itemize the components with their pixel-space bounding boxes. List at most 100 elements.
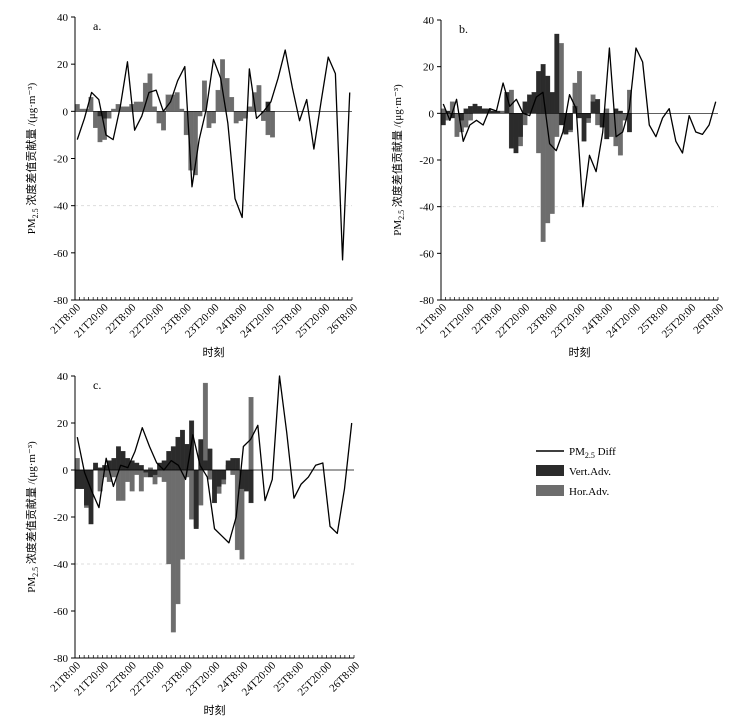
bar bbox=[577, 113, 582, 119]
y-tick-label: -20 bbox=[419, 155, 434, 167]
panel-label: b. bbox=[459, 22, 468, 36]
y-axis-title-sub: 2.5 bbox=[31, 567, 40, 577]
bar bbox=[508, 89, 514, 114]
bar bbox=[248, 396, 254, 471]
bar bbox=[463, 113, 469, 128]
x-tick-label: 26T8:00 bbox=[327, 659, 362, 694]
bar bbox=[248, 469, 254, 504]
y-axis-title: PM2.5 浓度差值贡献量 /(μg·m⁻³) bbox=[390, 84, 406, 236]
bar bbox=[554, 33, 560, 114]
bar bbox=[156, 111, 162, 124]
bar bbox=[472, 103, 478, 114]
bar bbox=[143, 469, 149, 473]
x-tick-label: 26T8:00 bbox=[691, 301, 726, 336]
bar bbox=[74, 469, 80, 489]
bar bbox=[568, 113, 573, 130]
chart-panel-c: -80-60-40-200204021T8:0021T20:0022T8:002… bbox=[24, 371, 362, 717]
y-tick-label: -60 bbox=[419, 248, 434, 260]
y-tick-label: -60 bbox=[53, 248, 68, 260]
bar bbox=[170, 446, 176, 471]
bar bbox=[454, 113, 460, 137]
bar bbox=[161, 469, 167, 482]
bar bbox=[225, 460, 231, 471]
bar bbox=[549, 113, 555, 214]
bar bbox=[129, 469, 135, 492]
bar bbox=[97, 467, 103, 471]
bar bbox=[604, 113, 610, 140]
bar bbox=[581, 113, 587, 142]
y-tick-label: 40 bbox=[423, 15, 435, 27]
y-tick-label: 0 bbox=[63, 465, 69, 477]
bar bbox=[125, 469, 131, 482]
legend-label: Vert.Adv. bbox=[569, 466, 611, 478]
bar bbox=[508, 113, 514, 149]
x-axis-title: 时刻 bbox=[203, 345, 225, 359]
x-axis-title: 时刻 bbox=[569, 345, 591, 359]
bar bbox=[595, 99, 601, 114]
bar bbox=[193, 469, 199, 529]
y-axis-title-rest: 浓度差值贡献量 /(μg·m⁻³) bbox=[24, 441, 38, 567]
bar bbox=[170, 469, 176, 633]
bar bbox=[230, 469, 236, 475]
legend-label-base: PM bbox=[569, 446, 585, 458]
bar bbox=[180, 429, 185, 471]
bar bbox=[481, 108, 487, 114]
bar bbox=[120, 469, 126, 501]
y-tick-label: 0 bbox=[63, 106, 69, 118]
bar bbox=[536, 113, 542, 154]
bar bbox=[124, 106, 130, 112]
bar bbox=[152, 469, 158, 475]
bar bbox=[586, 113, 591, 119]
bar bbox=[79, 108, 85, 112]
bar bbox=[545, 75, 551, 114]
line-series-pm25-diff bbox=[76, 375, 353, 544]
bar bbox=[212, 469, 217, 504]
bar bbox=[518, 113, 523, 137]
chart-panels: -80-60-40-200204021T8:0021T20:0022T8:002… bbox=[24, 12, 726, 717]
bar bbox=[111, 108, 117, 112]
bar bbox=[207, 448, 213, 471]
bar bbox=[490, 110, 496, 114]
chart-panel-b: -80-60-40-200204021T8:0021T20:0022T8:002… bbox=[390, 15, 726, 359]
x-tick-label: 26T8:00 bbox=[325, 301, 360, 336]
bar bbox=[138, 469, 144, 492]
bar bbox=[468, 113, 473, 121]
bar bbox=[468, 106, 473, 114]
bar bbox=[238, 111, 244, 121]
bar-series-vert-adv bbox=[74, 420, 254, 529]
bar bbox=[595, 113, 601, 126]
legend-swatch-box bbox=[536, 465, 564, 476]
legend-swatch-box bbox=[536, 485, 564, 496]
bar bbox=[174, 92, 180, 112]
bar bbox=[270, 111, 275, 138]
bar bbox=[202, 382, 208, 471]
y-tick-label: -40 bbox=[53, 201, 68, 213]
y-axis-title: PM2.5 浓度差值贡献量 /(μg·m⁻³) bbox=[24, 82, 40, 234]
bar bbox=[215, 89, 221, 112]
y-tick-label: -80 bbox=[53, 653, 68, 665]
bar bbox=[577, 71, 582, 114]
bar bbox=[93, 111, 98, 128]
y-tick-label: 20 bbox=[57, 59, 69, 71]
bar bbox=[93, 462, 99, 471]
bar bbox=[138, 101, 144, 112]
bar bbox=[166, 469, 172, 565]
bar bbox=[106, 111, 112, 119]
bar bbox=[180, 469, 185, 560]
panel-label: c. bbox=[93, 378, 101, 392]
bar bbox=[558, 113, 564, 126]
bar bbox=[230, 458, 236, 471]
y-axis-title: PM2.5 浓度差值贡献量 /(μg·m⁻³) bbox=[24, 441, 40, 593]
bar bbox=[522, 101, 528, 114]
y-axis-title-pm: PM bbox=[26, 577, 38, 593]
bar bbox=[590, 101, 596, 114]
y-axis-title-rest: 浓度差值贡献量 /(μg·m⁻³) bbox=[24, 82, 38, 208]
bar bbox=[247, 106, 253, 112]
bar bbox=[161, 111, 166, 131]
bar bbox=[79, 469, 85, 489]
panel-label: a. bbox=[93, 19, 101, 33]
bar bbox=[499, 110, 505, 114]
legend: PM2.5 Diff Vert.Adv. Hor.Adv. bbox=[536, 446, 616, 498]
bar bbox=[202, 460, 208, 471]
y-axis-title-rest: 浓度差值贡献量 /(μg·m⁻³) bbox=[390, 84, 404, 210]
